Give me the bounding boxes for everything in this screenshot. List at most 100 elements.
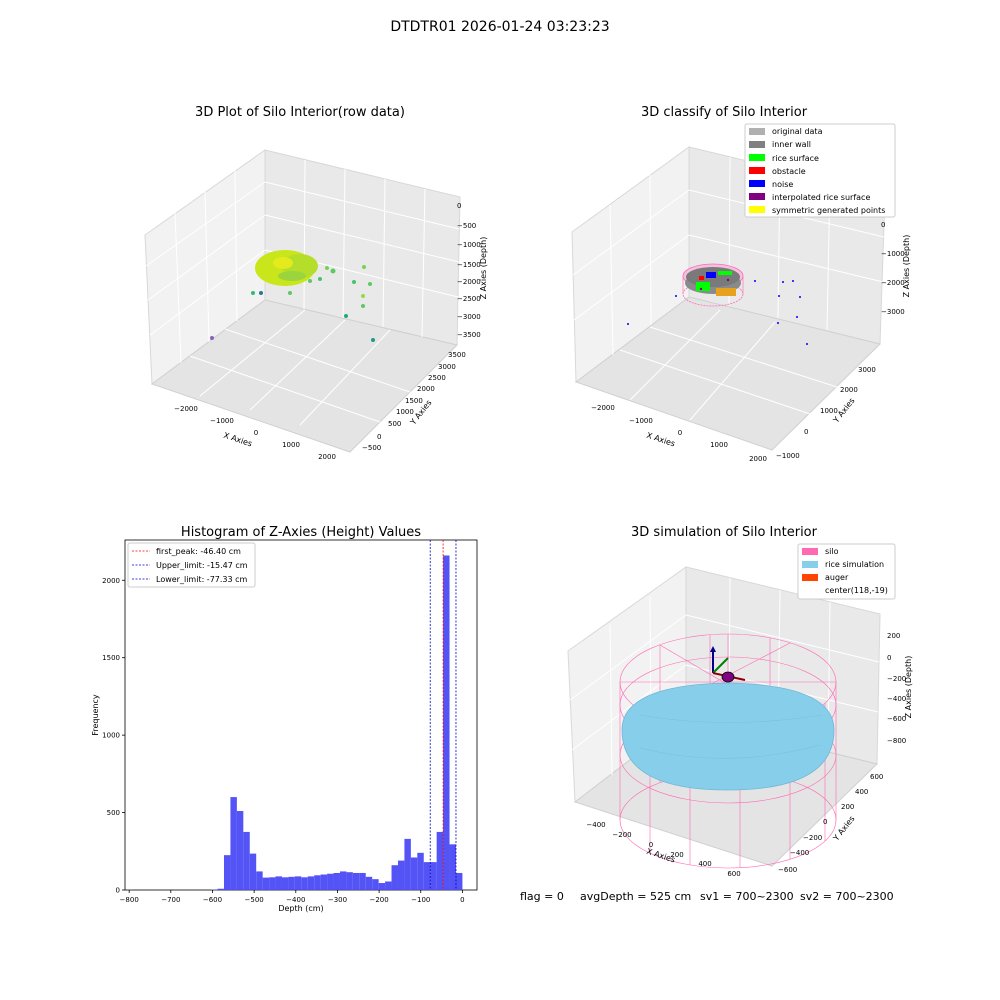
simulation-ytick-4: 200 (841, 803, 854, 811)
raw-ytick-6: 2500 (428, 374, 446, 382)
histogram-ytick-label: 1000 (102, 732, 120, 740)
simulation-ytick-5: 400 (855, 788, 868, 796)
classify-3d-panel: 3D classify of Silo Interior (571, 105, 911, 463)
histogram-bar (314, 875, 321, 890)
classify-ytick-4: 3000 (858, 366, 876, 374)
raw-ytick-7: 3000 (438, 363, 456, 371)
classify-legend-label-0: original data (772, 127, 823, 136)
histogram-xtick-label: 0 (460, 896, 464, 904)
histogram-xtick-label: −300 (328, 896, 347, 904)
raw-point-cloud (210, 250, 375, 342)
histogram-bar (449, 844, 456, 890)
simulation-ztick-0: 200 (887, 632, 900, 640)
histogram-bar (385, 881, 392, 890)
raw-ytick-4: 1500 (405, 397, 423, 405)
classify-ytick-2: 1000 (820, 407, 838, 415)
histogram-ytick-label: 2000 (102, 577, 120, 585)
simulation-auger (710, 646, 746, 683)
simulation-zlabel: Z Axies (Depth) (904, 656, 913, 719)
raw-floor (150, 299, 458, 453)
histogram-xtick-label: −700 (161, 896, 180, 904)
histogram-legend-label-2: Lower_limit: -77.33 cm (156, 575, 248, 584)
histogram-ytick-label: 0 (116, 887, 120, 895)
histogram-title: Histogram of Z-Axies (Height) Values (181, 525, 421, 540)
raw-ytick-3: 1000 (396, 408, 414, 416)
histogram-bar (423, 862, 431, 890)
histogram-bar (410, 857, 418, 890)
histogram-bar (307, 876, 315, 890)
raw-ztick-1: −500 (457, 222, 476, 230)
raw-xtick-4: 2000 (318, 453, 336, 461)
simulation-legend-swatch-0 (802, 548, 818, 555)
simulation-ztick-3: −400 (887, 695, 906, 703)
simulation-xtick-5: 600 (727, 870, 740, 878)
classify-legend-swatch-5 (749, 193, 765, 200)
simulation-xtick-1: −200 (612, 831, 631, 839)
classify-ztick-2: −2000 (881, 279, 905, 287)
classify-x-ticks: −2000 −1000 0 1000 2000 (591, 404, 767, 463)
status-avg-depth: avgDepth = 525 cm (580, 890, 691, 903)
raw-ztick-4: −2000 (457, 278, 481, 286)
histogram-bar (256, 871, 263, 890)
histogram-xtick-label: −600 (203, 896, 222, 904)
simulation-xtick-4: 400 (698, 860, 711, 868)
histogram-bar (327, 873, 334, 890)
histogram-legend: first_peak: -46.40 cm Upper_limit: -15.4… (127, 542, 256, 588)
histogram-xlabel: Depth (cm) (278, 904, 323, 913)
simulation-x-ticks: −400 −200 0 200 400 600 (586, 821, 740, 878)
simulation-legend-swatch-1 (802, 561, 818, 568)
raw-ytick-5: 2000 (417, 385, 435, 393)
raw-ztick-7: −3500 (457, 331, 481, 339)
histogram-ytick-label: 500 (107, 809, 120, 817)
histogram-bar (249, 853, 257, 890)
raw-y-ticks: −500 0 500 1000 1500 2000 2500 3000 3500 (362, 351, 466, 452)
classify-legend-swatch-3 (749, 167, 765, 174)
classify-legend-swatch-4 (749, 180, 765, 187)
histogram-y-ticks: 0 500 1000 1500 2000 (102, 577, 125, 895)
classify-xtick-2: 0 (678, 429, 682, 437)
classify-legend-label-2: rice surface (772, 154, 819, 163)
simulation-legend-label-3: center(118,-19) (825, 586, 888, 595)
classify-z-ticks: 0 −1000 −2000 −3000 (881, 221, 905, 316)
histogram-bar (333, 872, 340, 890)
histogram-xtick-label: −400 (286, 896, 305, 904)
classify-legend-label-6: symmetric generated points (772, 206, 885, 215)
histogram-bar (223, 855, 231, 890)
classify-legend-label-5: interpolated rice surface (772, 193, 870, 202)
histogram-bar (275, 876, 282, 890)
histogram-bar (262, 877, 270, 890)
histogram-ytick-label: 1500 (102, 654, 120, 662)
raw-zlabel: Z Axies (Depth) (479, 237, 488, 300)
histogram-xtick-label: −500 (245, 896, 264, 904)
simulation-ytick-1: −400 (790, 849, 809, 857)
raw-3d-panel: 3D Plot of Silo Interior(row data) (144, 105, 488, 461)
raw-ytick-1: 0 (377, 433, 381, 441)
raw-ytick-8: 3500 (448, 351, 466, 359)
classify-xtick-3: 1000 (710, 441, 728, 449)
classify-points (627, 263, 808, 345)
histogram-bar (294, 876, 302, 890)
histogram-bar (404, 838, 411, 890)
raw-3d-title: 3D Plot of Silo Interior(row data) (195, 105, 405, 120)
classify-ytick-0: −1000 (776, 452, 800, 460)
simulation-xtick-2: 0 (649, 841, 653, 849)
simulation-legend-label-0: silo (825, 547, 839, 556)
classify-legend-label-4: noise (772, 180, 793, 189)
classify-legend-swatch-0 (749, 128, 765, 135)
classify-ztick-1: −1000 (881, 250, 905, 258)
classify-ztick-3: −3000 (881, 308, 905, 316)
classify-xtick-1: −1000 (629, 417, 653, 425)
simulation-rice-surface (621, 682, 835, 791)
simulation-ztick-4: −600 (887, 715, 906, 723)
histogram-bar (236, 811, 244, 890)
raw-ztick-6: −3000 (457, 313, 481, 321)
classify-ztick-0: 0 (881, 221, 885, 229)
status-flag: flag = 0 (520, 890, 564, 903)
classify-grid (572, 156, 885, 421)
classify-legend-swatch-2 (749, 154, 765, 161)
histogram-bar (359, 872, 366, 890)
histogram-bar (320, 874, 328, 890)
histogram-plot-area (124, 539, 478, 891)
histogram-bar (391, 865, 398, 890)
